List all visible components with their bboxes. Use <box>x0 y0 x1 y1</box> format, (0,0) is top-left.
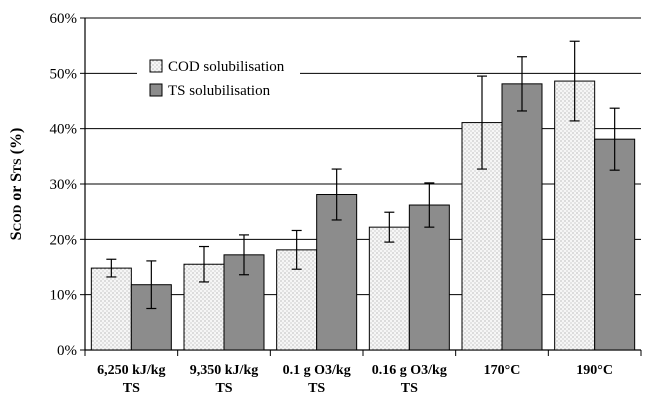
legend-swatch-cod <box>149 59 163 73</box>
x-axis-categories: 6,250 kJ/kg TS 9,350 kJ/kg TS 0.1 g O3/kg TS 0… <box>84 350 642 396</box>
legend: COD solubilisation TS solubilisation <box>137 52 300 100</box>
y-tick-label: 0% <box>57 343 77 359</box>
y-tick-label: 60% <box>50 11 78 27</box>
x-category-label-line2: TS <box>308 381 325 396</box>
y-tick-label: 20% <box>50 232 78 248</box>
bar-cod <box>90 267 132 351</box>
legend-label-ts: TS solubilisation <box>168 83 271 99</box>
x-category-label: 6,250 kJ/kg <box>97 363 165 378</box>
x-category-label-line2: TS <box>401 381 418 396</box>
bar-ts <box>501 83 543 351</box>
y-tick-label: 40% <box>50 122 78 138</box>
legend-label-cod: COD solubilisation <box>168 59 285 75</box>
bars <box>90 80 636 351</box>
legend-swatch-ts <box>149 83 163 97</box>
bar-cod <box>554 80 596 351</box>
y-tick-label: 50% <box>50 66 78 82</box>
bar-cod <box>368 226 410 351</box>
x-category-label: 170°C <box>484 363 521 378</box>
y-axis-ticks: 0% 10% 20% 30% 40% 50% 60% <box>50 11 85 359</box>
y-tick-label: 30% <box>50 177 78 193</box>
x-category-label-line2: TS <box>215 381 232 396</box>
x-category-label-line2: TS <box>123 381 140 396</box>
y-tick-label: 10% <box>50 288 78 304</box>
x-category-label: 9,350 kJ/kg <box>190 363 258 378</box>
error-bars <box>106 40 620 310</box>
y-axis-label: SCOD or STS (%) <box>8 128 25 241</box>
x-category-label: 0.1 g O3/kg <box>283 363 351 378</box>
bar-ts <box>594 138 636 351</box>
x-category-label: 190°C <box>576 363 613 378</box>
x-category-label: 0.16 g O3/kg <box>372 363 447 378</box>
